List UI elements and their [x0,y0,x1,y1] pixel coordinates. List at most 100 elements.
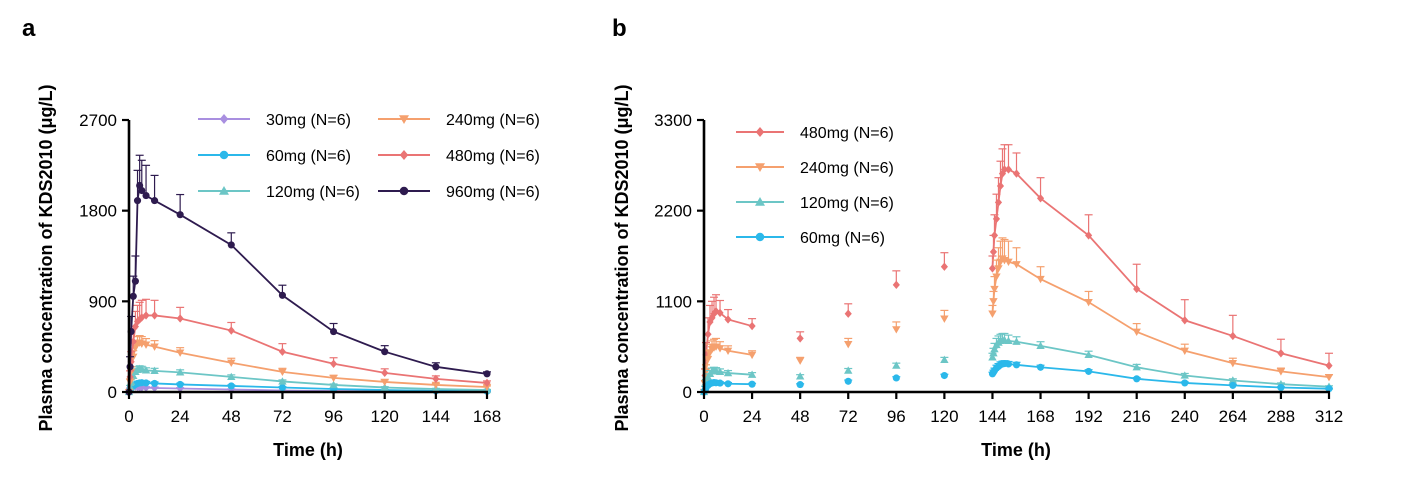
series-960mg-point [176,211,184,219]
series-60mg-point [227,382,235,390]
series-480mg-point [796,334,804,343]
series-120mg-point [723,368,733,377]
series-480mg-point [989,247,998,257]
series-480mg-point [278,347,286,356]
legend-label: 60mg (N=6) [266,148,351,165]
panel-b-x-tick-label: 24 [743,407,762,426]
panel-b-x-tick-label: 264 [1219,407,1247,426]
series-480mg-point [1181,316,1189,325]
legend-marker [219,114,229,124]
series-240mg-point [1012,261,1021,269]
series-120mg-point [175,368,185,376]
series-240mg-point [992,273,1001,281]
series-120mg-point [990,344,999,353]
panel-a-y-tick-label: 2700 [79,111,117,130]
series-240mg-error-bar [998,237,1007,259]
series-120mg-point [747,370,757,378]
series-480mg-point [844,309,852,318]
panel-b-x-axis-title: Time (h) [981,440,1051,460]
panel-a-legend: 30mg (N=6) 60mg (N=6) 120mg (N=6) 240mg (N=… [198,112,540,201]
series-120mg-point [795,372,805,380]
panel-b-x-tick-label: 144 [978,407,1006,426]
series-60mg-point [278,383,286,392]
series-480mg-point [704,330,712,339]
series-240mg-point [844,341,853,349]
legend-item-30mg: 30mg (N=6) [198,112,351,129]
series-480mg-point [748,321,756,331]
series-480mg-point [988,264,997,273]
series-120mg-point [844,366,853,374]
series-960mg-error-bar [131,255,140,282]
legend-item-120mg: 120mg (N=6) [736,195,894,212]
legend-label: 60mg (N=6) [800,230,885,247]
series-240mg-point [994,265,1003,273]
series-960mg-point [133,197,142,205]
series-240mg-point [1180,347,1189,355]
series-60mg-point [796,381,804,389]
panel-a-x-tick-label: 48 [222,407,241,426]
series-240mg-point [1132,328,1141,337]
panel-a-x-tick-label: 144 [422,407,450,426]
series-480mg [700,144,1333,397]
series-60mg-point [1004,360,1013,368]
series-240mg-point [989,298,998,306]
series-120mg-point [1180,371,1189,379]
series-120mg-point [1132,363,1141,371]
series-120mg-point [380,383,389,391]
series-120mg-point [1228,376,1238,384]
panel-a-x-tick-label: 72 [273,407,292,426]
series-240mg-point [892,326,901,334]
series-480mg-point [1004,165,1013,174]
series-960mg-point [330,327,338,336]
legend-label: 240mg (N=6) [800,160,894,177]
legend-label: 480mg (N=6) [446,148,540,165]
series-240mg-point [795,357,805,365]
panel-b-legend: 480mg (N=6) 240mg (N=6) 120mg (N=6) 60mg (N… [736,125,894,247]
series-60mg-point [1181,379,1189,387]
series-240mg-point [1276,368,1286,376]
legend-label: 960mg (N=6) [446,184,540,201]
series-480mg-point [227,326,235,335]
series-240mg-point [431,381,441,390]
series-60mg-point [1325,385,1333,393]
series-240mg-point [1324,374,1334,382]
series-480mg-point [1085,231,1093,240]
legend-item-240mg: 240mg (N=6) [736,160,894,177]
legend-item-60mg: 60mg (N=6) [198,148,351,165]
legend-marker [755,163,765,172]
panel-b-x-tick-label: 120 [930,407,958,426]
panel-b-chart: b 0 24 48 72 96 120 144 168 192 216 240 264 288 312 0 1… [612,15,1343,460]
legend-item-480mg: 480mg (N=6) [736,125,894,142]
series-60mg-point [844,377,852,385]
series-960mg-point [151,197,159,205]
series-120mg-point [940,355,949,364]
legend-item-240mg: 240mg (N=6) [378,112,540,129]
series-60mg-point [176,380,184,389]
legend-item-960mg: 960mg (N=6) [378,184,540,201]
series-960mg-point [138,186,146,195]
series-240mg-point [990,285,999,294]
series-960mg-point [142,191,150,200]
series-480mg-point [1012,169,1021,178]
series-240mg-error-bar [994,247,1003,269]
series-240mg-point [329,374,338,383]
series-480mg-point [151,311,159,320]
series-120mg-point [141,366,151,374]
series-120mg-point [715,367,725,375]
series-960mg-point [278,291,286,299]
series-60mg-point [724,380,732,388]
series-60mg-point [1085,367,1093,375]
panel-b-y-tick-label: 1100 [655,292,692,311]
series-60mg-point [1012,361,1021,369]
series-240mg-point [1036,275,1045,284]
panel-a-x-tick-label: 120 [371,407,399,426]
series-480mg-point [716,308,724,318]
panel-a-chart: a 0 24 48 72 96 120 144 168 0 900 1800 2700 Time (h… [22,15,540,460]
panel-a-x-tick-label: 0 [124,407,133,426]
series-480mg-point [724,315,732,324]
series-60mg-point [1229,381,1237,389]
series-240mg-point [703,355,713,364]
series-240mg-point [141,341,151,349]
series-480mg-point [994,198,1003,207]
